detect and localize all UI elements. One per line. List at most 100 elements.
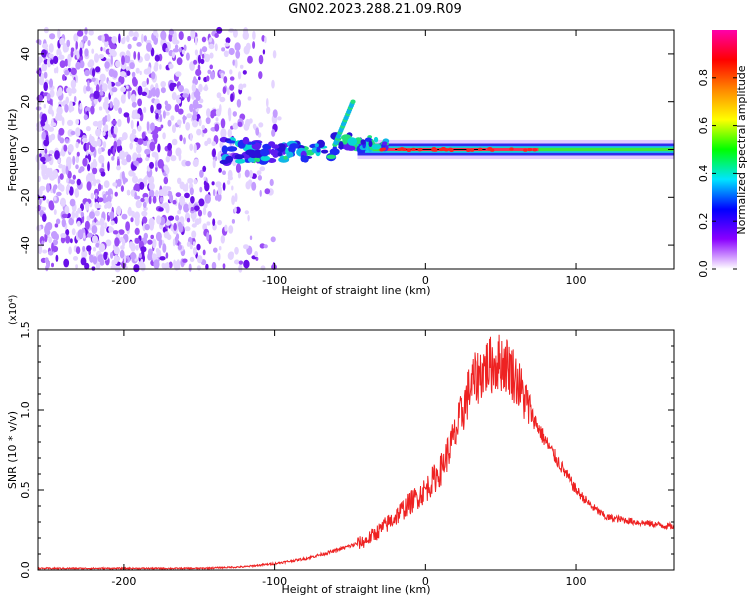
noise-speckle	[40, 72, 45, 83]
noise-speckle	[65, 235, 70, 244]
noise-speckle	[44, 148, 48, 155]
noise-speckle	[49, 89, 55, 98]
noise-speckle	[135, 199, 142, 209]
noise-speckle	[205, 263, 209, 270]
noise-speckle	[121, 37, 126, 45]
noise-speckle	[202, 249, 206, 256]
noise-speckle	[165, 155, 170, 163]
noise-speckle	[235, 50, 241, 59]
noise-speckle	[163, 263, 168, 270]
signal-blob	[255, 157, 261, 163]
noise-speckle	[42, 43, 49, 49]
noise-speckle	[189, 143, 194, 151]
signal-blob	[371, 144, 381, 150]
noise-speckle	[113, 125, 118, 135]
noise-speckle	[222, 263, 226, 269]
noise-speckle	[116, 165, 121, 171]
noise-speckle	[200, 58, 205, 65]
noise-speckle	[134, 227, 140, 235]
noise-speckle	[159, 196, 164, 203]
noise-speckle	[201, 36, 207, 43]
noise-speckle	[231, 219, 235, 224]
noise-speckle	[95, 66, 101, 73]
noise-speckle	[205, 117, 211, 125]
noise-speckle	[243, 259, 250, 269]
noise-speckle	[110, 220, 115, 226]
noise-speckle	[171, 138, 178, 146]
noise-speckle	[261, 35, 266, 42]
noise-speckle	[69, 100, 73, 109]
noise-speckle	[66, 156, 72, 167]
noise-speckle	[182, 258, 188, 263]
noise-speckle	[66, 177, 69, 184]
noise-speckle	[211, 141, 216, 147]
noise-speckle	[85, 85, 91, 92]
noise-speckle	[67, 119, 74, 126]
noise-speckle	[204, 84, 208, 92]
noise-speckle	[148, 182, 155, 191]
noise-speckle	[104, 222, 108, 230]
noise-speckle	[266, 98, 269, 108]
noise-speckle	[163, 164, 169, 172]
noise-speckle	[95, 128, 102, 137]
noise-speckle	[46, 199, 50, 204]
noise-speckle	[73, 33, 79, 42]
noise-speckle	[150, 234, 154, 240]
noise-speckle	[269, 178, 274, 187]
x-tick-label: -200	[111, 575, 136, 588]
noise-speckle	[56, 106, 63, 116]
snr-plot-area	[38, 330, 674, 570]
noise-speckle	[197, 64, 201, 72]
noise-speckle	[235, 206, 241, 214]
noise-speckle	[107, 215, 110, 222]
noise-speckle	[75, 141, 79, 149]
noise-speckle	[197, 209, 203, 217]
noise-speckle	[262, 49, 266, 55]
noise-speckle	[44, 123, 51, 131]
noise-speckle	[146, 42, 152, 52]
noise-speckle	[52, 185, 56, 194]
noise-speckle	[126, 70, 131, 76]
noise-speckle	[161, 34, 166, 41]
noise-speckle	[97, 197, 104, 203]
noise-speckle	[204, 194, 211, 204]
noise-speckle	[208, 37, 212, 43]
colorbar-gradient	[712, 30, 737, 269]
noise-speckle	[183, 203, 190, 213]
noise-speckle	[141, 91, 147, 97]
noise-speckle	[181, 49, 185, 55]
noise-speckle	[227, 169, 233, 180]
noise-speckle	[39, 198, 42, 205]
noise-speckle	[192, 120, 199, 128]
noise-speckle	[159, 64, 162, 70]
signal-peak-dot	[488, 147, 493, 151]
noise-speckle	[232, 122, 239, 130]
noise-speckle	[89, 211, 95, 219]
noise-speckle	[92, 160, 98, 169]
noise-speckle	[137, 98, 143, 107]
noise-speckle	[113, 254, 119, 265]
noise-speckle	[84, 69, 90, 77]
noise-speckle	[232, 111, 237, 117]
signal-peak-dot	[399, 147, 405, 151]
noise-speckle	[190, 196, 195, 204]
y-tick-label: 0.0	[19, 561, 32, 579]
signal-peak-dot	[439, 147, 444, 152]
noise-speckle	[38, 175, 41, 183]
noise-speckle	[76, 178, 82, 186]
noise-speckle	[130, 172, 136, 177]
noise-speckle	[137, 51, 141, 61]
noise-speckle	[113, 97, 119, 107]
noise-speckle	[110, 251, 114, 259]
noise-speckle	[91, 140, 98, 148]
noise-speckle	[61, 199, 66, 205]
x-tick-label: 0	[422, 274, 429, 287]
noise-speckle	[75, 41, 78, 50]
noise-speckle	[251, 181, 257, 191]
colorbar-tick-label: 0.2	[697, 212, 710, 230]
noise-speckle	[38, 244, 43, 255]
noise-speckle	[111, 87, 118, 93]
y-tick-label: 40	[19, 47, 32, 61]
noise-speckle	[94, 210, 100, 217]
noise-speckle	[103, 124, 109, 130]
